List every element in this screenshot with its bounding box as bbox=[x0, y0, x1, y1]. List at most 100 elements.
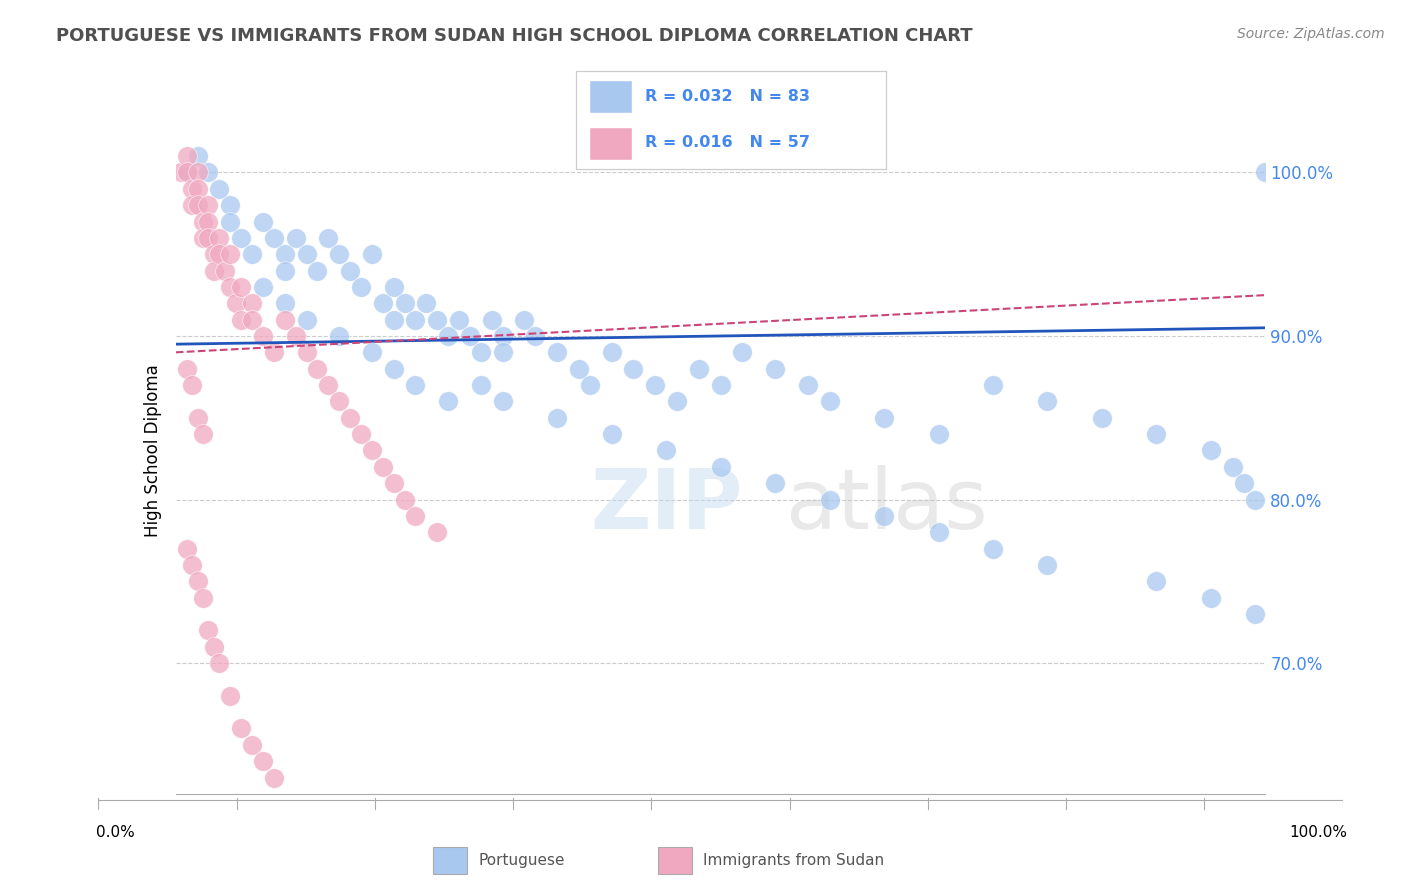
Point bbox=[666, 394, 689, 409]
Point bbox=[371, 296, 394, 310]
Point bbox=[710, 459, 733, 474]
Y-axis label: High School Diploma: High School Diploma bbox=[143, 364, 162, 537]
Point bbox=[252, 214, 274, 228]
Point bbox=[470, 378, 492, 392]
Point bbox=[492, 394, 515, 409]
Point bbox=[197, 214, 219, 228]
Point bbox=[1146, 427, 1168, 442]
Point bbox=[328, 329, 350, 343]
Point bbox=[981, 378, 1004, 392]
Point bbox=[197, 231, 219, 245]
Point bbox=[219, 214, 242, 228]
Point bbox=[170, 165, 193, 179]
Point bbox=[176, 361, 198, 376]
Text: 0.0%: 0.0% bbox=[96, 825, 135, 840]
Point bbox=[307, 361, 329, 376]
Point bbox=[176, 165, 198, 179]
Point bbox=[208, 231, 231, 245]
Point bbox=[208, 656, 231, 670]
Point bbox=[415, 296, 437, 310]
Point bbox=[394, 296, 416, 310]
Point bbox=[361, 443, 384, 458]
Point bbox=[371, 459, 394, 474]
Point bbox=[1243, 607, 1265, 621]
Point bbox=[263, 771, 285, 785]
Point bbox=[295, 312, 318, 326]
Bar bbox=[658, 847, 692, 874]
Point bbox=[197, 165, 219, 179]
Point bbox=[225, 296, 247, 310]
Point bbox=[524, 329, 547, 343]
Point bbox=[191, 427, 214, 442]
Text: Portuguese: Portuguese bbox=[478, 854, 565, 868]
Point bbox=[231, 231, 253, 245]
Point bbox=[274, 312, 297, 326]
Point bbox=[219, 247, 242, 261]
Point bbox=[181, 558, 204, 572]
Point bbox=[579, 378, 602, 392]
Point bbox=[546, 410, 568, 425]
Point bbox=[263, 345, 285, 359]
Point bbox=[186, 182, 209, 196]
Point bbox=[219, 689, 242, 703]
Point bbox=[1146, 574, 1168, 589]
Point bbox=[437, 394, 460, 409]
Point bbox=[513, 312, 536, 326]
Point bbox=[208, 247, 231, 261]
Point bbox=[710, 378, 733, 392]
Point bbox=[274, 296, 297, 310]
Point bbox=[818, 394, 841, 409]
Point bbox=[191, 591, 214, 605]
Point bbox=[176, 165, 198, 179]
Point bbox=[1091, 410, 1114, 425]
Point bbox=[621, 361, 644, 376]
Point bbox=[240, 296, 263, 310]
Point bbox=[688, 361, 710, 376]
Point bbox=[394, 492, 416, 507]
Point bbox=[873, 508, 896, 523]
Point bbox=[208, 182, 231, 196]
Point bbox=[458, 329, 481, 343]
Point bbox=[426, 525, 449, 540]
Point bbox=[655, 443, 678, 458]
Point bbox=[405, 312, 427, 326]
Point bbox=[1233, 476, 1256, 491]
Point bbox=[274, 247, 297, 261]
Point bbox=[202, 640, 225, 654]
Point bbox=[568, 361, 591, 376]
Point bbox=[600, 345, 623, 359]
Point bbox=[231, 280, 253, 294]
Point bbox=[191, 231, 214, 245]
Point bbox=[240, 312, 263, 326]
Point bbox=[307, 263, 329, 277]
Point bbox=[481, 312, 503, 326]
Point bbox=[181, 378, 204, 392]
Point bbox=[405, 378, 427, 392]
Point bbox=[382, 280, 405, 294]
Point bbox=[197, 624, 219, 638]
Point bbox=[240, 247, 263, 261]
Point bbox=[339, 410, 361, 425]
Point bbox=[361, 345, 384, 359]
Point bbox=[731, 345, 754, 359]
Point bbox=[181, 198, 204, 212]
Point bbox=[763, 361, 786, 376]
Point bbox=[350, 427, 373, 442]
Point bbox=[1222, 459, 1244, 474]
Point bbox=[873, 410, 896, 425]
Bar bbox=[589, 128, 633, 160]
Point bbox=[763, 476, 786, 491]
Point bbox=[1199, 443, 1222, 458]
Point bbox=[447, 312, 470, 326]
Point bbox=[546, 345, 568, 359]
Point bbox=[339, 263, 361, 277]
Point bbox=[382, 476, 405, 491]
Point bbox=[252, 329, 274, 343]
Point bbox=[274, 263, 297, 277]
Point bbox=[176, 149, 198, 163]
Point bbox=[186, 149, 209, 163]
Text: 100.0%: 100.0% bbox=[1289, 825, 1347, 840]
Point bbox=[405, 508, 427, 523]
Text: atlas: atlas bbox=[786, 465, 987, 546]
Point bbox=[295, 345, 318, 359]
